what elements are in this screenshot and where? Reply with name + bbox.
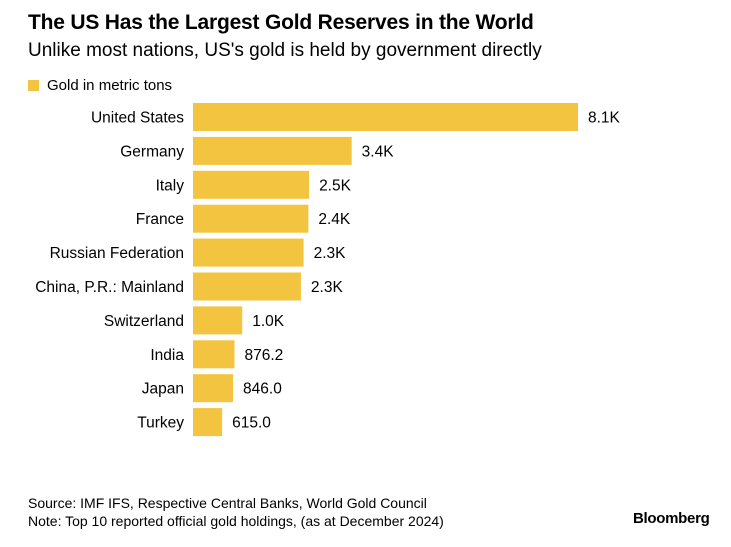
value-label: 3.4K [362, 143, 395, 160]
bar [193, 136, 352, 165]
footer: Source: IMF IFS, Respective Central Bank… [28, 494, 444, 530]
bar [193, 170, 310, 199]
bar [193, 306, 243, 335]
category-label: Japan [142, 381, 184, 398]
value-label: 1.0K [252, 313, 285, 330]
bar [193, 103, 578, 131]
bar [193, 408, 223, 437]
bar [193, 340, 235, 369]
bar [193, 374, 234, 403]
category-label: Turkey [137, 415, 184, 432]
category-label: India [150, 347, 184, 364]
value-label: 2.3K [311, 279, 344, 296]
value-label: 615.0 [232, 415, 271, 432]
legend-label: Gold in metric tons [47, 77, 173, 94]
source-note: Source: IMF IFS, Respective Central Bank… [28, 495, 427, 511]
legend: Gold in metric tons [28, 77, 172, 94]
bar [193, 272, 301, 301]
category-label: France [136, 211, 184, 228]
value-label: 2.4K [318, 211, 351, 228]
category-label: Russian Federation [50, 245, 184, 262]
category-label: Germany [120, 143, 184, 160]
category-label: Switzerland [104, 313, 184, 330]
category-label: China, P.R.: Mainland [35, 279, 184, 296]
bloomberg-logo: Bloomberg [633, 510, 710, 527]
value-label: 876.2 [244, 347, 283, 364]
legend-swatch [28, 80, 39, 91]
bar [193, 204, 309, 233]
chart-title: The US Has the Largest Gold Reserves in … [28, 11, 534, 34]
footnote: Note: Top 10 reported official gold hold… [28, 513, 444, 529]
bar [193, 238, 304, 267]
value-label: 2.3K [314, 245, 347, 262]
category-label: United States [91, 110, 184, 127]
value-label: 846.0 [243, 381, 282, 398]
chart-subtitle: Unlike most nations, US's gold is held b… [28, 40, 542, 61]
category-label: Italy [156, 177, 185, 194]
value-label: 2.5K [319, 177, 352, 194]
value-label: 8.1K [588, 110, 621, 127]
